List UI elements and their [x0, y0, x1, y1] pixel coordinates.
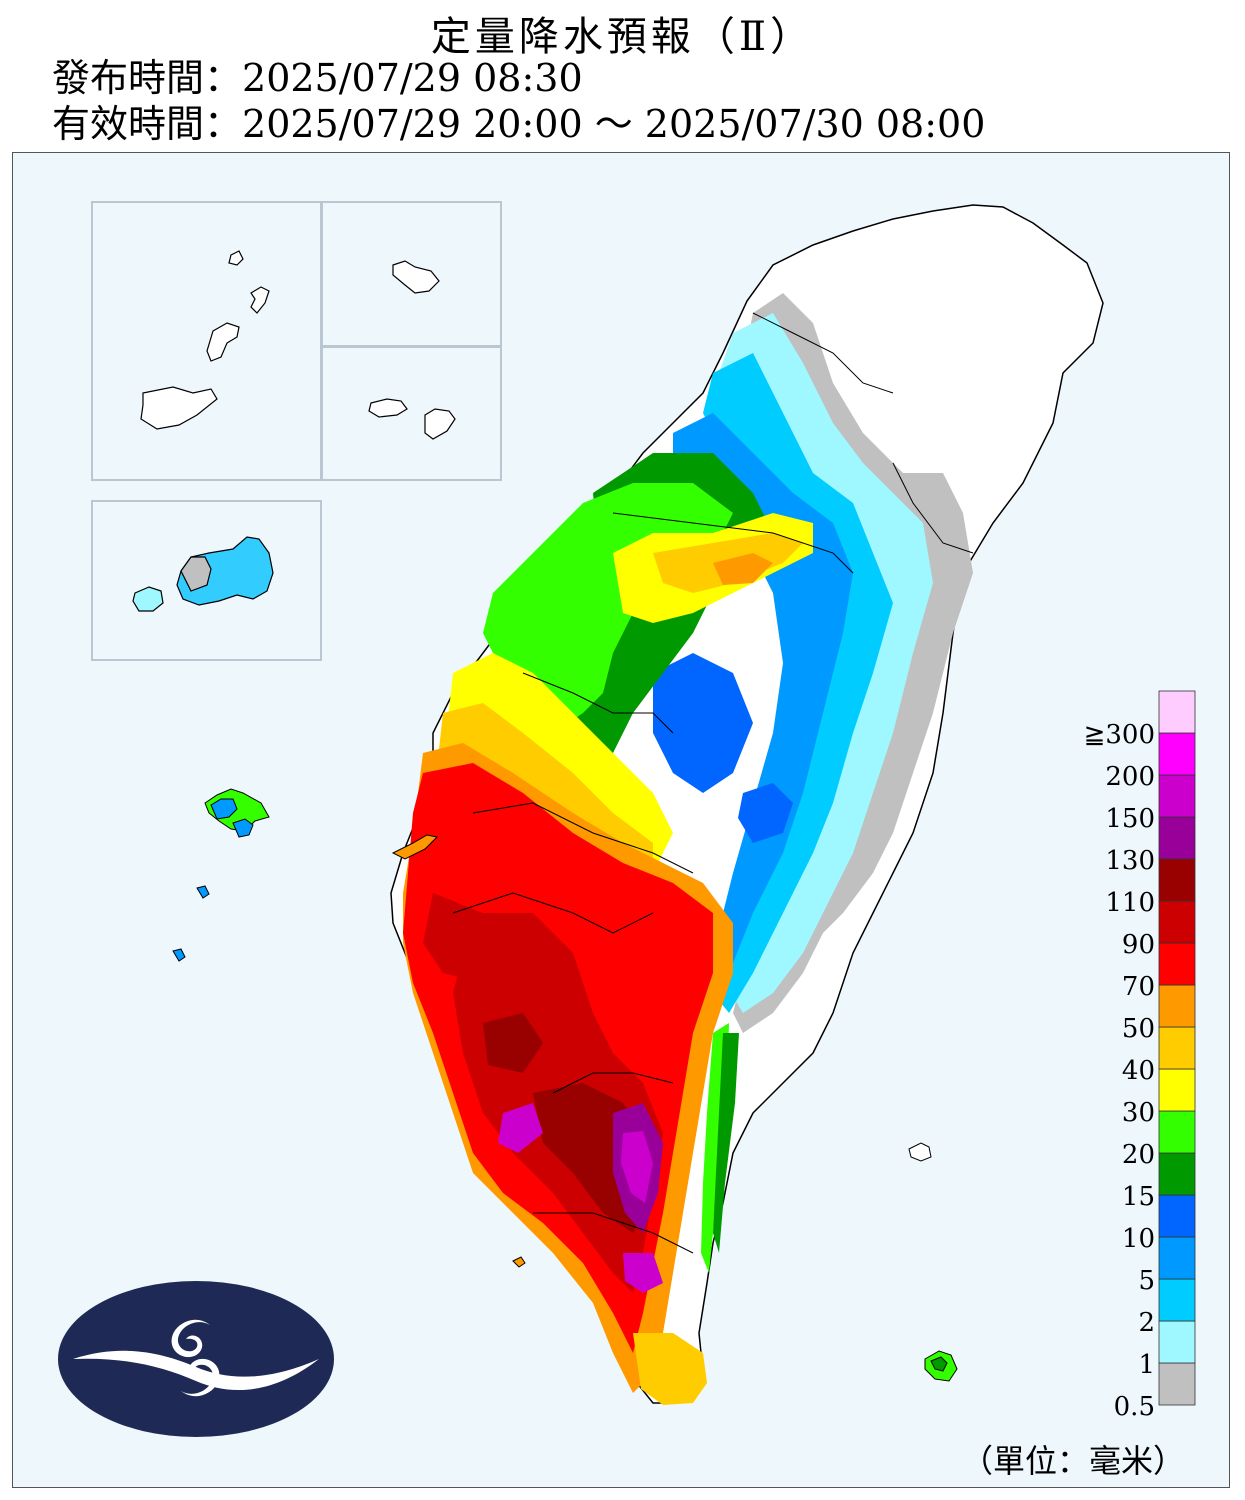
legend-label: 130 — [1105, 846, 1155, 876]
legend-swatch — [1158, 984, 1196, 1028]
issue-label: 發布時間： — [52, 56, 243, 100]
valid-time-line: 有效時間：2025/07/29 20:00 ～ 2025/07/30 08:00 — [52, 102, 985, 146]
rainfall-map: 0.5 1 2 5 10 15 20 30 40 50 70 90 110 130 150 200 ≧300 — [58, 201, 1196, 1437]
legend-label: 5 — [1138, 1266, 1155, 1296]
legend-label: 2 — [1138, 1308, 1155, 1338]
inset-islands — [132, 250, 456, 612]
issue-time-line: 發布時間：2025/07/29 08:30 — [52, 56, 583, 100]
legend-label: 200 — [1105, 762, 1155, 792]
legend-label: 10 — [1122, 1224, 1155, 1254]
legend-label: 50 — [1122, 1014, 1155, 1044]
legend-label: 90 — [1122, 930, 1155, 960]
legend-swatch — [1158, 942, 1196, 986]
legend-swatch — [1158, 1236, 1196, 1280]
legend-swatch — [1158, 690, 1196, 734]
legend-swatch — [1158, 1110, 1196, 1154]
county-borders — [452, 312, 974, 1254]
east-islands — [391, 834, 958, 1382]
legend-label: ≧300 — [1084, 720, 1155, 750]
legend-swatch — [1158, 900, 1196, 944]
legend-label: 110 — [1105, 888, 1155, 918]
legend-swatch — [1158, 1068, 1196, 1112]
legend-swatch — [1158, 816, 1196, 860]
inset-box-matsu — [91, 201, 322, 481]
inset-box-matsu-south — [321, 346, 502, 481]
legend-swatch — [1158, 774, 1196, 818]
page-title: 定量降水預報（Ⅱ） — [430, 14, 815, 60]
legend-swatch — [1158, 1362, 1196, 1406]
inset-boxes — [91, 201, 502, 661]
legend-label: 70 — [1122, 972, 1155, 1002]
legend-color-bar: 0.5 1 2 5 10 15 20 30 40 50 70 90 110 130 150 200 ≧300 — [1084, 690, 1196, 1422]
legend-unit-label: （單位：毫米） — [960, 1442, 1185, 1480]
legend-swatch — [1158, 1152, 1196, 1196]
penghu-islands — [172, 788, 270, 962]
valid-time: 2025/07/29 20:00 ～ 2025/07/30 08:00 — [242, 102, 986, 146]
taiwan-rainfall — [390, 204, 1104, 1405]
legend-label: 150 — [1105, 804, 1155, 834]
legend-swatch — [1158, 858, 1196, 902]
cwa-logo-icon — [58, 1281, 334, 1437]
legend-label: 1 — [1138, 1350, 1155, 1380]
legend-label: 40 — [1122, 1056, 1155, 1086]
legend-label: 20 — [1122, 1140, 1155, 1170]
issue-time: 2025/07/29 08:30 — [242, 56, 583, 100]
legend-swatch — [1158, 1026, 1196, 1070]
legend-label: 0.5 — [1114, 1392, 1155, 1422]
legend-swatch — [1158, 1194, 1196, 1238]
legend-label: 30 — [1122, 1098, 1155, 1128]
legend-swatch — [1158, 732, 1196, 776]
valid-label: 有效時間： — [52, 102, 243, 146]
legend-swatch — [1158, 1278, 1196, 1322]
legend-label: 15 — [1122, 1182, 1155, 1212]
legend-swatch — [1158, 1320, 1196, 1364]
inset-box-kinmen — [91, 500, 322, 661]
map-frame: 0.5 1 2 5 10 15 20 30 40 50 70 90 110 130 150 200 ≧300 — [12, 152, 1230, 1488]
